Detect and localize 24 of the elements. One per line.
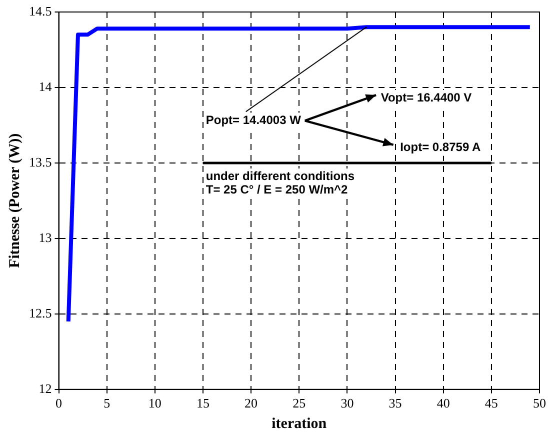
x-tick-label: 10 bbox=[148, 396, 162, 411]
annotation: Iopt= 0.8759 A bbox=[400, 140, 482, 154]
y-tick-label: 13 bbox=[38, 230, 52, 245]
x-tick-label: 45 bbox=[484, 396, 498, 411]
x-tick-label: 0 bbox=[56, 396, 62, 411]
y-tick-label: 12.5 bbox=[29, 305, 52, 320]
x-tick-label: 15 bbox=[196, 396, 210, 411]
annotation: T= 25 C° / E = 250 W/m^2 bbox=[206, 182, 348, 196]
x-tick-label: 25 bbox=[292, 396, 306, 411]
x-tick-label: 40 bbox=[436, 396, 450, 411]
annotation: Popt= 14.4003 W bbox=[206, 113, 302, 128]
x-tick-label: 20 bbox=[244, 396, 258, 411]
x-tick-label: 35 bbox=[388, 396, 402, 411]
x-axis-title: iteration bbox=[272, 416, 328, 432]
annotation: Vopt= 16.4400 V bbox=[380, 90, 472, 104]
y-tick-label: 12 bbox=[38, 380, 52, 396]
x-tick-label: 30 bbox=[340, 396, 354, 411]
y-tick-label: 14.5 bbox=[29, 3, 52, 18]
y-tick-label: 13.5 bbox=[29, 154, 52, 170]
x-tick-label: 50 bbox=[533, 396, 546, 411]
y-axis-title: Fitnesse (Power (W)) bbox=[6, 133, 23, 268]
x-tick-label: 5 bbox=[104, 396, 110, 411]
y-tick-label: 14 bbox=[38, 78, 52, 94]
annotation: under different conditions bbox=[206, 168, 355, 183]
